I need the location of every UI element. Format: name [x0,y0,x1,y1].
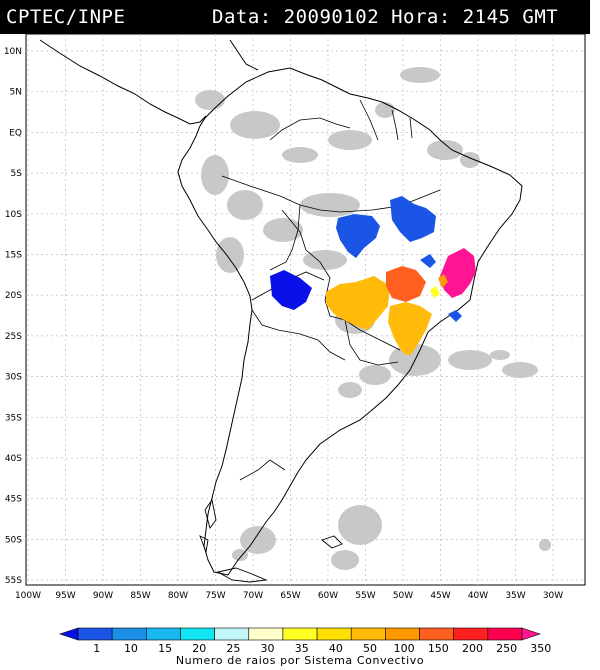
longitude-label: 95W [55,591,75,601]
longitude-label: 30W [543,591,563,601]
latitude-label: 10N [4,47,22,57]
central-america-coastline [39,39,207,125]
latitude-label: 35S [5,413,22,423]
legend-swatch [77,627,113,641]
legend-swatch [385,627,420,641]
legend-swatch [214,627,250,641]
latitude-label: 5N [10,88,22,98]
cluster-northeast-blue [390,196,436,242]
legend-label: 40 [329,642,343,654]
map-header: CPTEC/INPE Data: 20090102 Hora: 2145 GMT [0,0,590,34]
legend-swatch [487,627,523,641]
legend-swatch [419,627,454,641]
graticule [26,34,585,585]
legend-swatch [180,627,215,641]
legend-label: 35 [295,642,309,654]
legend-swatch [282,627,318,641]
datetime-label: Data: 20090102 Hora: 2145 GMT [212,6,559,28]
source-label: CPTEC/INPE [6,6,126,28]
longitude-label: 40W [468,591,488,601]
legend-label: 250 [496,642,517,654]
legend-label: 150 [428,642,449,654]
latitude-label: 30S [5,373,22,383]
cluster-small-blue-2 [448,310,462,322]
legend-label: 20 [192,642,206,654]
longitude-label: 70W [243,591,263,601]
latitude-label: EQ [9,128,22,138]
cluster-center-orange [326,276,390,330]
legend-swatch [453,627,489,641]
cluster-small-yellow [430,286,440,298]
longitude-label: 80W [168,591,188,601]
longitude-label: 45W [430,591,450,601]
cluster-small-orange [438,274,448,288]
legend-label: 10 [124,642,138,654]
cluster-west-dark-blue [270,270,312,310]
longitude-labels: 100W 95W 90W 85W 80W 75W 70W 65W 60W 55W 50W 45W 40W… [15,591,563,601]
longitude-label: 75W [205,591,225,601]
latitude-label: 15S [5,251,22,261]
country-borders [221,99,441,481]
latitude-label: 55S [5,576,22,586]
cluster-red-orange [386,266,426,302]
latitude-label: 40S [5,454,22,464]
latitude-label: 10S [5,210,22,220]
color-legend: 1 10 15 20 25 30 35 40 50 100 150 200 250 350 [59,627,551,654]
latitude-labels: 10N 5N EQ 5S 10S 15S 20S 25S 30S 35S 40S 45S 50S 55S [4,47,22,586]
legend-swatch [146,627,181,641]
latitude-label: 50S [5,535,22,545]
legend-label: 50 [363,642,377,654]
cluster-small-blue [420,254,436,268]
longitude-label: 100W [15,591,41,601]
southern-islands [199,498,343,583]
legend-swatch [111,627,147,641]
lightning-map: 10N5NEQ5S10S15S20S25S30S35S40S45S50S55S … [4,34,586,601]
legend-label: 100 [394,642,415,654]
cluster-magenta [440,248,476,298]
longitude-label: 55W [355,591,375,601]
legend-title: Numero de raios por Sistema Convectivo [175,654,425,667]
cluster-central-blue [336,214,380,258]
latitude-label: 5S [11,169,23,179]
caribbean-coast [229,39,259,71]
cluster-south-orange [388,302,432,356]
legend-label: 350 [530,642,551,654]
longitude-label: 60W [318,591,338,601]
longitude-label: 90W [93,591,113,601]
legend-arrow-left [59,627,79,641]
lightning-clusters [270,196,476,356]
latitude-label: 25S [5,332,22,342]
latitude-label: 45S [5,495,22,505]
legend-swatch [248,627,284,641]
cloud-cover [195,67,551,570]
longitude-label: 50W [393,591,413,601]
legend-label: 15 [158,642,172,654]
longitude-label: 35W [505,591,525,601]
legend-swatch [350,627,386,641]
latitude-label: 20S [5,291,22,301]
south-america-coastline [177,67,523,576]
legend-label: 25 [226,642,240,654]
legend-label: 30 [261,642,275,654]
longitude-label: 65W [280,591,300,601]
legend-arrow-right [521,627,541,641]
legend-swatch [316,627,352,641]
map-frame [25,34,586,586]
longitude-label: 85W [130,591,150,601]
legend-label: 200 [462,642,483,654]
legend-label: 1 [93,642,100,654]
